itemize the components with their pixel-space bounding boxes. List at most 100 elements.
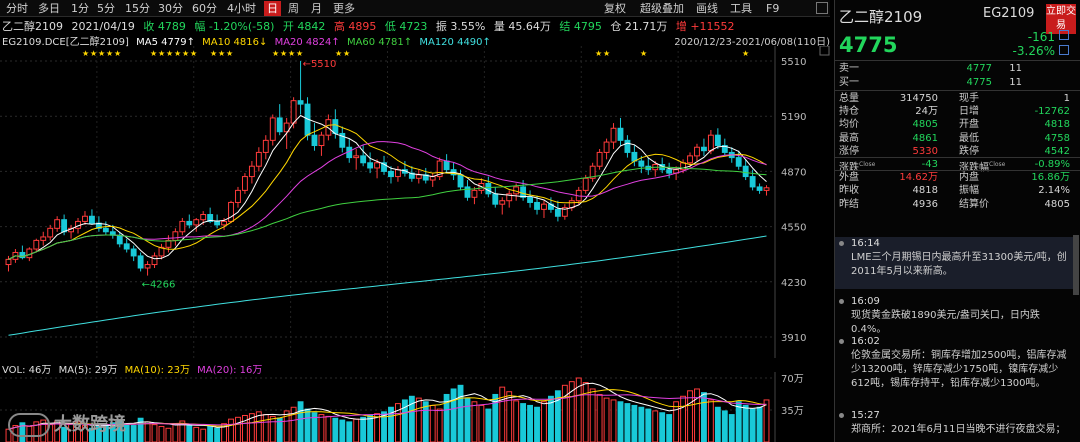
quote-panel: 乙二醇2109 EG2109 立即交易 4775 -161 -3.26% 卖一 … (834, 0, 1080, 442)
volume-bar (541, 401, 547, 442)
stat-label: 总量 (839, 93, 859, 104)
candle (68, 224, 75, 239)
volume-bar (283, 410, 290, 442)
stat-value: 4805 (912, 119, 938, 131)
stat-row: 涨停 5330 跌停 4542 (835, 145, 1080, 158)
candle (297, 61, 304, 115)
bid-price: 4775 (966, 77, 992, 88)
news-item[interactable]: 16:14 LME三个月期锡日内最高升至31300美元/吨，创2011年5月以来新… (835, 237, 1073, 289)
volume-bar (742, 404, 749, 442)
info-close: 收 4789 (143, 20, 186, 33)
volume-bar (520, 403, 527, 442)
period-tab-4[interactable]: 15分 (125, 2, 150, 15)
event-star-icon: ★ (226, 49, 233, 58)
candle (102, 221, 109, 236)
candle (624, 135, 631, 158)
period-tab-10[interactable]: 月 (311, 2, 322, 15)
candle (360, 145, 367, 167)
event-star-icon: ★ (210, 49, 217, 58)
volume-bar (749, 408, 756, 442)
volume-bar (109, 422, 116, 442)
candle (603, 138, 610, 160)
volume-bar (756, 406, 763, 442)
candle (450, 162, 457, 181)
candle (144, 261, 151, 276)
event-star-icon: ★ (595, 49, 602, 58)
period-tab-8[interactable]: 日 (264, 1, 281, 16)
volume-bar (130, 425, 137, 442)
watermark-logo-icon (8, 413, 50, 437)
volume-bar (75, 421, 81, 442)
period-tab-9[interactable]: 周 (288, 2, 299, 15)
volume-bar (728, 414, 735, 442)
ma20-label: MA20 4824↑ (274, 37, 340, 48)
volume-bar (339, 419, 346, 442)
period-tab-0[interactable]: 分时 (6, 2, 28, 15)
stat-value: 14.62万 (899, 172, 938, 184)
period-tab-5[interactable]: 30分 (158, 2, 183, 15)
toolbar-action-2[interactable]: 画线 (696, 2, 718, 15)
volume-bar (401, 399, 408, 442)
candle (694, 143, 700, 162)
stat-row: 昨收 4818 振幅 2.14% (835, 184, 1080, 197)
stat-label: 均价 (839, 119, 859, 131)
divider (835, 157, 1080, 158)
last-price: 4775 (839, 33, 898, 57)
stat-value: 16.86万 (1031, 172, 1070, 184)
info-high: 高 4895 (333, 20, 377, 33)
info-oi-change: 增 +11552 (675, 20, 735, 33)
volume-bar (186, 425, 193, 442)
volume-bar (624, 403, 631, 442)
event-star-icon: ★ (182, 49, 189, 58)
toolbar-action-1[interactable]: 超级叠加 (640, 2, 684, 15)
toolbar-action-3[interactable]: 工具 (730, 2, 752, 15)
window-toggle-icon[interactable] (816, 2, 828, 14)
candle (151, 252, 158, 268)
news-dot-icon (839, 241, 844, 246)
vol-ma20-line (8, 394, 767, 430)
news-item[interactable]: 16:09 现货黄金跌破1890美元/盎司关口，日内跌0.4%。 (835, 295, 1073, 335)
candle (596, 148, 603, 170)
news-scrollbar[interactable] (1073, 235, 1079, 295)
news-feed[interactable]: 16:14 LME三个月期锡日内最高升至31300美元/吨，创2011年5月以来新… (835, 233, 1080, 442)
period-tab-2[interactable]: 1分 (71, 2, 89, 15)
vol-ma10: MA(10): 23万 (124, 365, 190, 376)
volume-bar (735, 401, 742, 442)
vol-value: VOL: 46万 (2, 365, 52, 376)
volume-bar (527, 404, 534, 442)
period-tab-7[interactable]: 4小时 (227, 2, 256, 15)
volume-bar (367, 414, 374, 442)
volume-bar (151, 424, 158, 442)
ma120-label: MA120 4490↑ (419, 37, 491, 48)
volume-chart[interactable]: 70万 35万 (0, 372, 830, 442)
trade-now-button[interactable]: 立即交易 (1046, 4, 1076, 34)
volume-bar (228, 418, 234, 442)
volume-bar (631, 404, 638, 442)
volume-bar (680, 395, 687, 442)
period-tab-3[interactable]: 5分 (97, 2, 115, 15)
volume-bar (381, 411, 387, 442)
candle (255, 147, 262, 172)
plus-icon[interactable] (1059, 30, 1069, 40)
contract-code: EG2109 (983, 6, 1035, 21)
period-tab-1[interactable]: 多日 (38, 2, 60, 15)
candle (645, 157, 652, 175)
alert-icon[interactable] (1059, 45, 1069, 55)
news-item[interactable]: 15:27 郑商所：2021年6月11日当晚不进行夜盘交易； (835, 409, 1073, 439)
candle (5, 255, 12, 272)
volume-bar (374, 413, 381, 442)
toolbar-action-0[interactable]: 复权 (604, 2, 626, 15)
candle (687, 152, 693, 168)
volume-bar (221, 423, 228, 442)
volume-bar (269, 415, 276, 442)
period-tab-11[interactable]: 更多 (333, 2, 355, 15)
volume-bar (450, 388, 457, 442)
candle (311, 123, 318, 151)
toolbar-action-4[interactable]: F9 (766, 2, 780, 15)
candle (381, 155, 387, 175)
period-tab-6[interactable]: 60分 (192, 2, 217, 15)
ma60-label: MA60 4781↑ (346, 37, 413, 48)
news-item[interactable]: 16:02 伦敦金属交易所：铜库存增加2500吨，铝库存减少13200吨，锌库存减… (835, 335, 1073, 405)
candle (666, 162, 673, 179)
